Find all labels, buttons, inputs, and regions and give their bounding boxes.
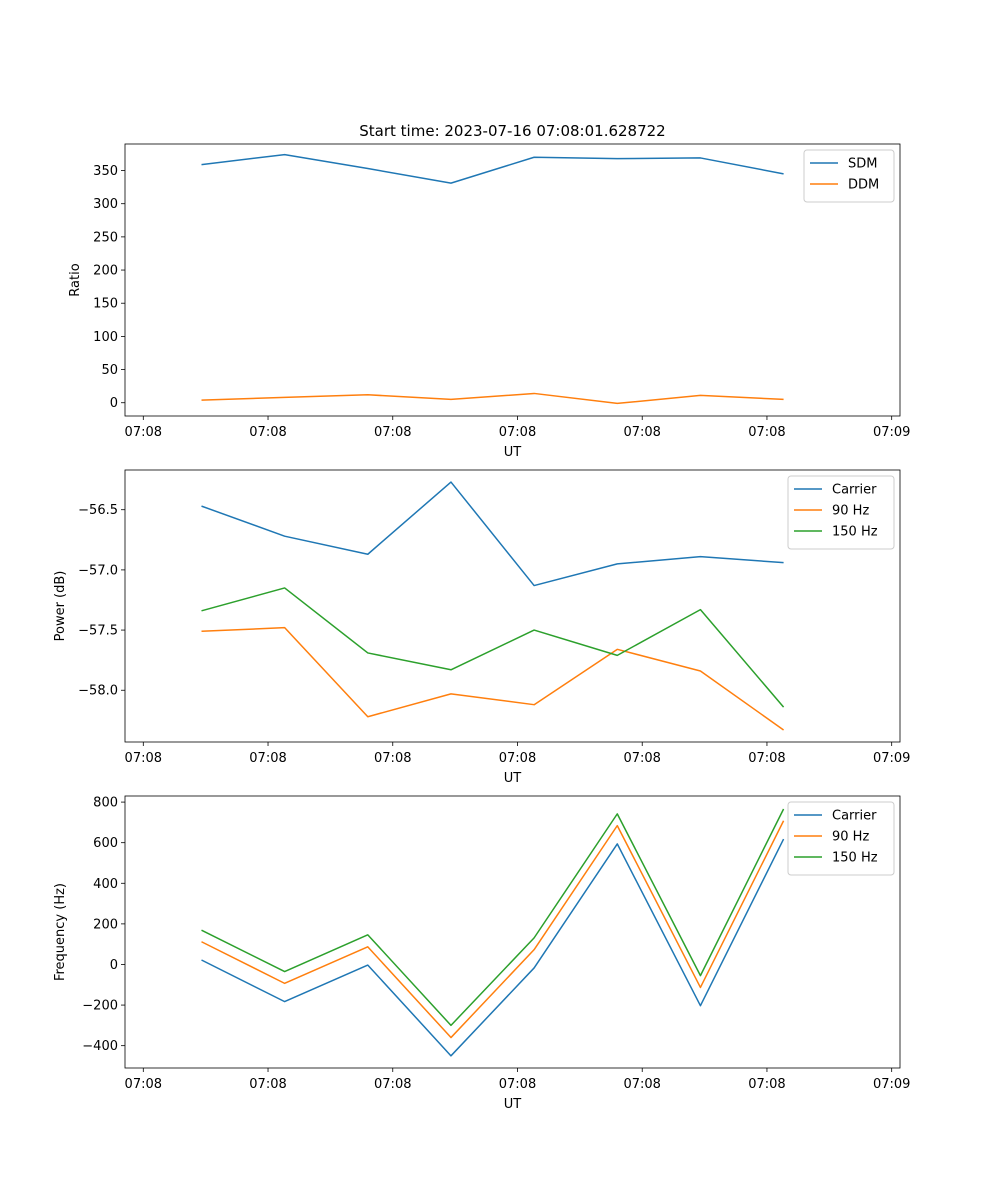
ratio-x-tick-label: 07:08 <box>249 425 286 440</box>
frequency-y-tick-label: 0 <box>110 958 118 973</box>
power-y-tick-label: −57.0 <box>78 563 118 578</box>
frequency-y-axis-label: Frequency (Hz) <box>53 883 68 981</box>
ratio-legend-label: DDM <box>848 178 879 193</box>
figure-title: Start time: 2023-07-16 07:08:01.628722 <box>359 122 665 140</box>
ratio-legend-label: SDM <box>848 157 877 172</box>
ratio-series-line-ddm <box>201 392 784 405</box>
power-legend-label: 90 Hz <box>832 504 869 519</box>
power-x-axis-label: UT <box>504 771 522 786</box>
ratio-y-axis-label: Ratio <box>68 263 83 296</box>
power-legend-label: Carrier <box>832 483 877 498</box>
ratio-y-tick-label: 150 <box>93 297 118 312</box>
frequency-plot-area <box>125 796 900 1068</box>
frequency-y-tick-label: 200 <box>93 917 118 932</box>
ratio-chart: 07:08 07:08 07:08 07:08 07:08 07:08 07:09 0 50 10… <box>68 143 910 460</box>
power-x-tick-label: 07:08 <box>249 751 286 766</box>
ratio-y-tick-label: 250 <box>93 230 118 245</box>
ratio-x-tick-label: 07:08 <box>748 425 785 440</box>
ratio-y-tick-label: 200 <box>93 264 118 279</box>
ratio-y-tick-label: 300 <box>93 197 118 212</box>
power-plot-area <box>125 470 900 742</box>
frequency-x-tick-label: 07:09 <box>873 1077 910 1092</box>
ratio-x-tick-label: 07:09 <box>873 425 910 440</box>
frequency-y-tick-label: 800 <box>93 796 118 811</box>
ratio-y-tick-label: 50 <box>101 363 118 378</box>
frequency-y-tick-label: −400 <box>82 1039 118 1054</box>
frequency-legend-label: 90 Hz <box>832 830 869 845</box>
power-y-tick-label: −56.5 <box>78 503 118 518</box>
power-series-line-carrier <box>201 481 784 587</box>
frequency-x-tick-label: 07:08 <box>623 1077 660 1092</box>
ratio-axes-frame <box>124 143 901 417</box>
ratio-plot-area <box>125 144 900 416</box>
frequency-y-tick-label: 600 <box>93 836 118 851</box>
ratio-x-axis-label: UT <box>504 445 522 460</box>
power-chart: 07:08 07:08 07:08 07:08 07:08 07:08 07:09 −56.5… <box>53 469 910 786</box>
ratio-series-line-sdm <box>201 153 784 184</box>
ratio-x-tick-label: 07:08 <box>125 425 162 440</box>
frequency-x-axis-label: UT <box>504 1097 522 1112</box>
frequency-series-line-150-hz <box>201 808 785 1027</box>
power-y-tick-label: −57.5 <box>78 624 118 639</box>
power-series-line-90-hz <box>201 626 785 731</box>
power-x-tick-label: 07:08 <box>748 751 785 766</box>
ratio-x-tick-label: 07:08 <box>374 425 411 440</box>
ratio-x-tick-label: 07:08 <box>623 425 660 440</box>
ratio-y-tick-label: 100 <box>93 330 118 345</box>
frequency-y-tick-label: −200 <box>82 999 118 1014</box>
power-x-tick-label: 07:08 <box>374 751 411 766</box>
frequency-legend-label: Carrier <box>832 809 877 824</box>
frequency-axes-frame <box>124 795 901 1069</box>
frequency-series-line-90-hz <box>201 820 785 1039</box>
frequency-x-tick-label: 07:08 <box>499 1077 536 1092</box>
ratio-y-tick-label: 0 <box>110 396 118 411</box>
frequency-series-line-carrier <box>201 838 785 1057</box>
power-axes-frame <box>124 469 901 743</box>
power-y-axis-label: Power (dB) <box>53 571 68 642</box>
frequency-x-tick-label: 07:08 <box>249 1077 286 1092</box>
frequency-x-tick-label: 07:08 <box>125 1077 162 1092</box>
power-x-tick-label: 07:08 <box>499 751 536 766</box>
ratio-x-tick-label: 07:08 <box>499 425 536 440</box>
power-series-line-150-hz <box>201 587 785 708</box>
power-x-tick-label: 07:08 <box>125 751 162 766</box>
power-x-tick-label: 07:09 <box>873 751 910 766</box>
ratio-y-tick-label: 350 <box>93 164 118 179</box>
frequency-x-tick-label: 07:08 <box>748 1077 785 1092</box>
frequency-y-tick-label: 400 <box>93 877 118 892</box>
frequency-chart: 07:08 07:08 07:08 07:08 07:08 07:08 07:09 −400 −… <box>53 796 910 1112</box>
power-y-tick-label: −58.0 <box>78 684 118 699</box>
frequency-legend-label: 150 Hz <box>832 851 878 866</box>
frequency-x-tick-label: 07:08 <box>374 1077 411 1092</box>
power-legend-label: 150 Hz <box>832 525 878 540</box>
power-x-tick-label: 07:08 <box>623 751 660 766</box>
